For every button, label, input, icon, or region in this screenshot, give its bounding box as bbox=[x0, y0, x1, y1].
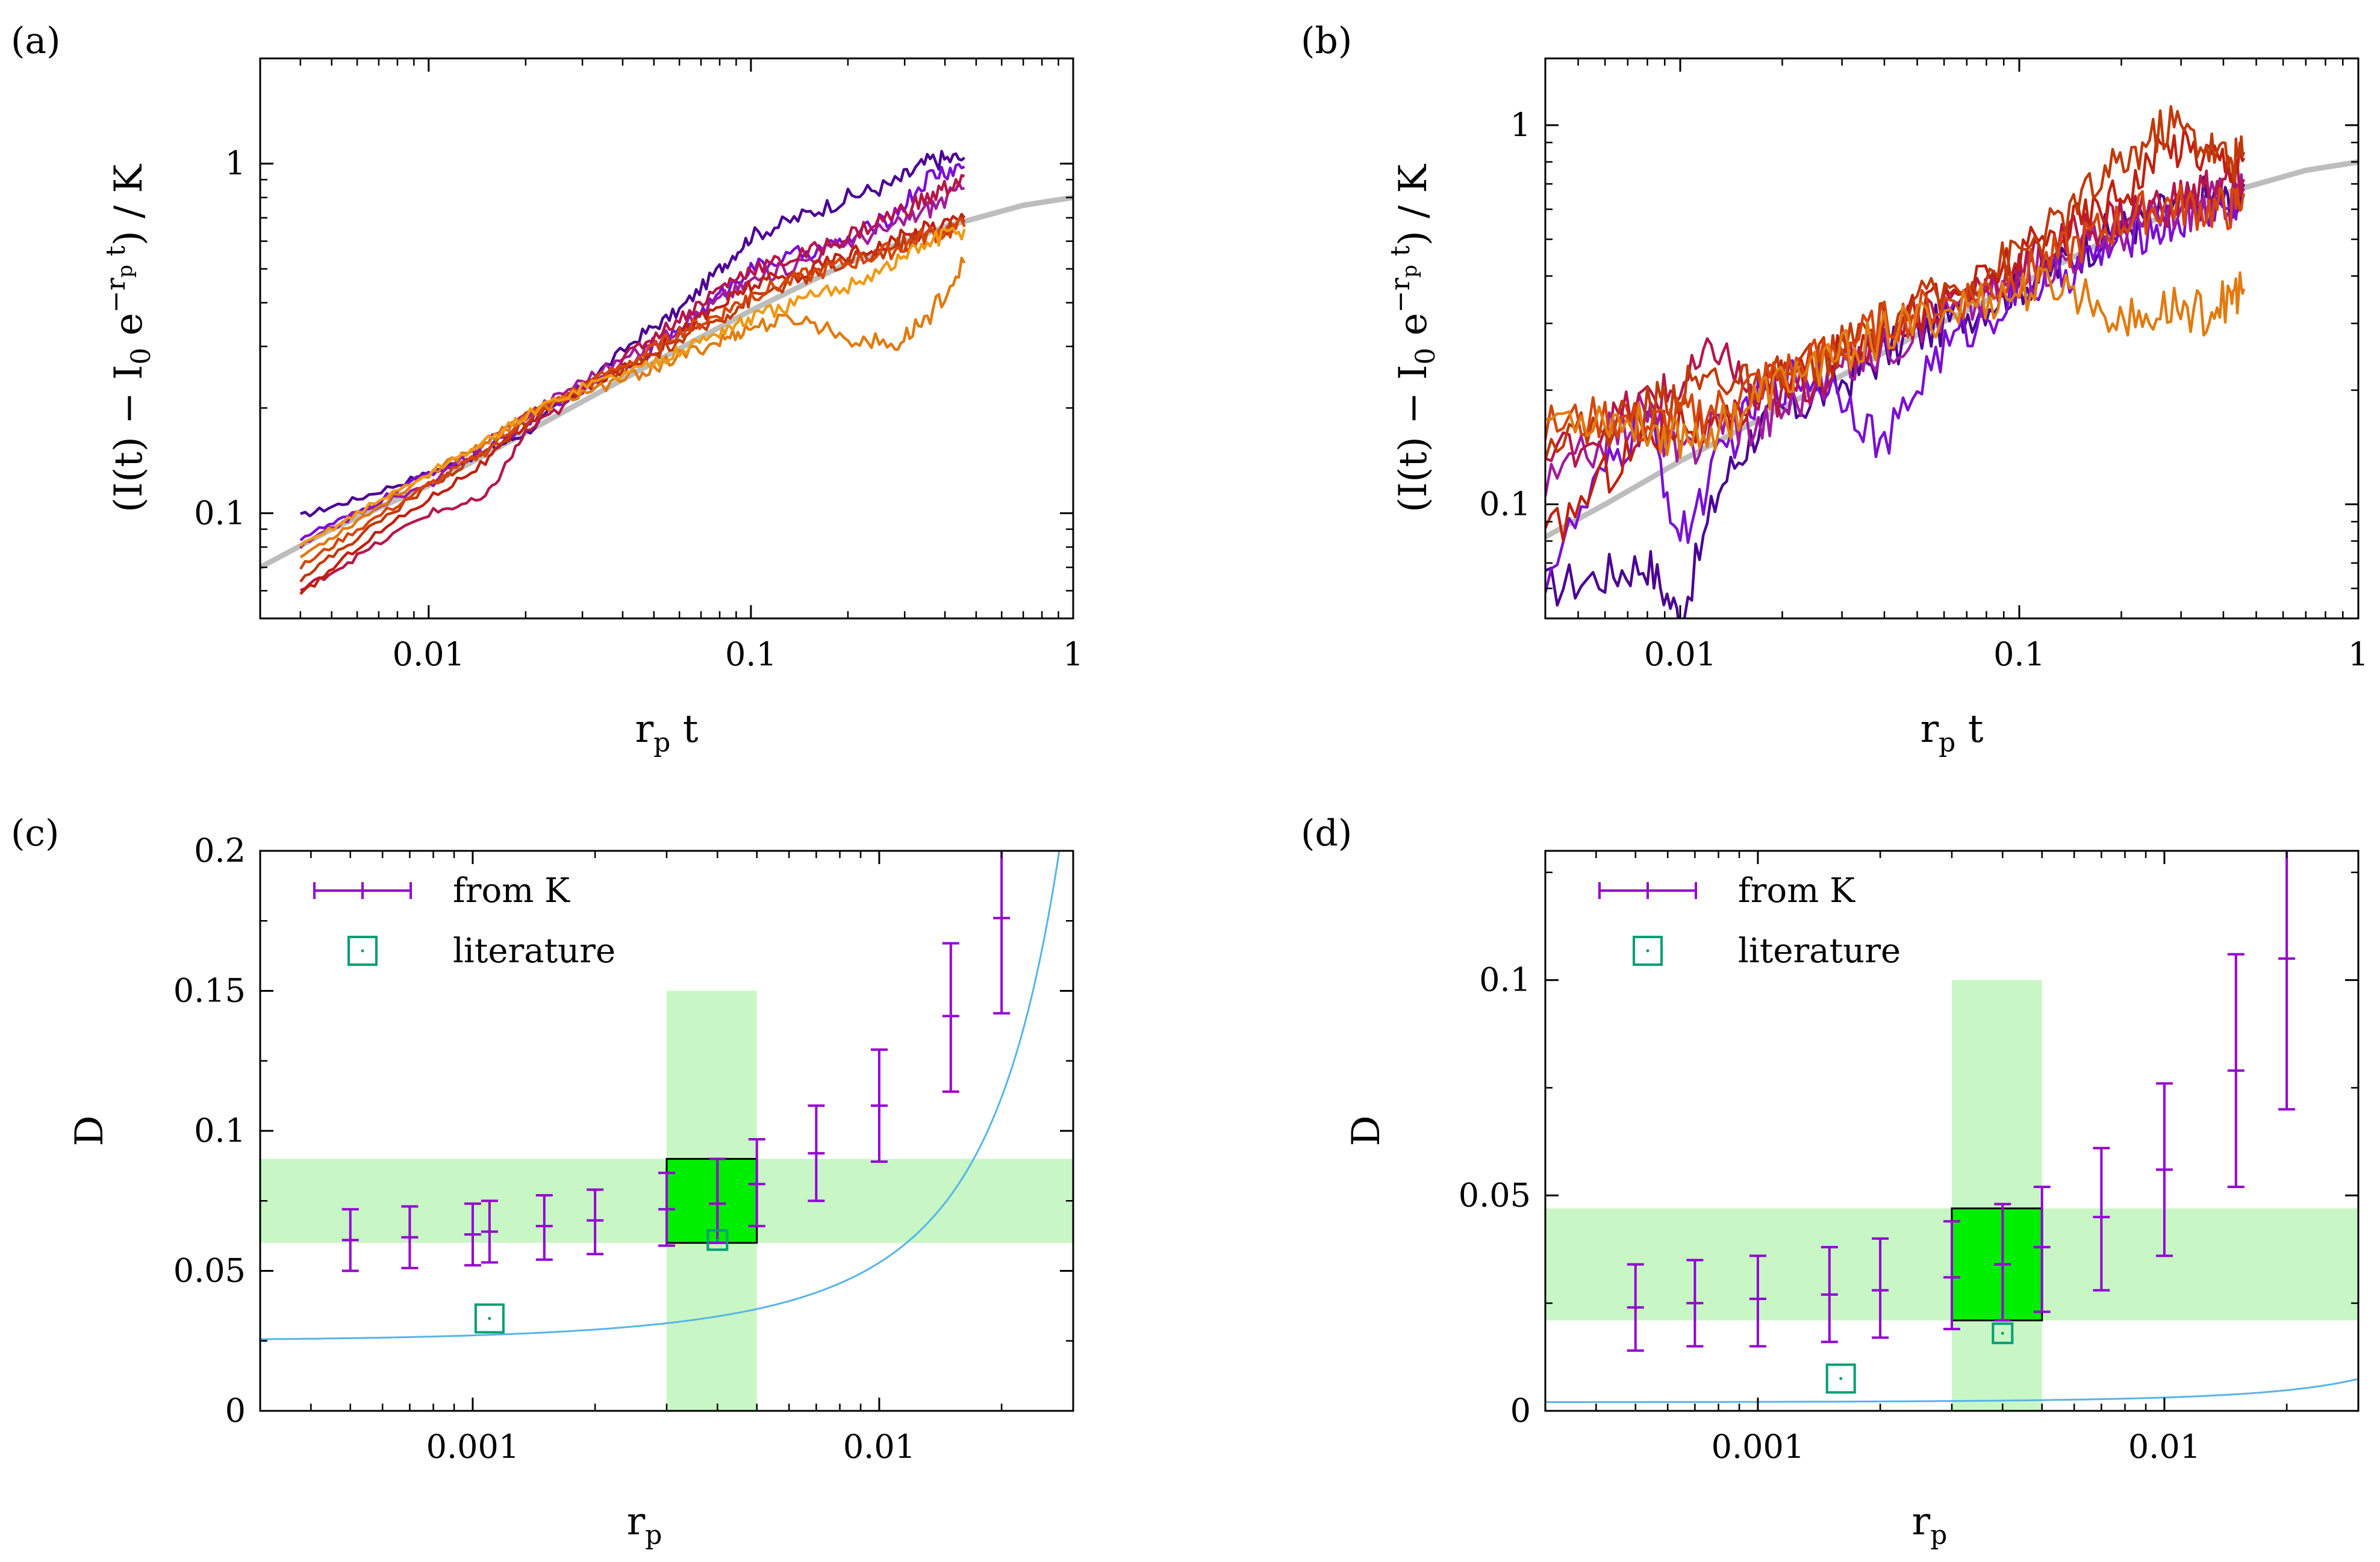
literature-point-dot bbox=[715, 1238, 719, 1242]
x-tick-label: 0.01 bbox=[393, 635, 465, 673]
panel-label-c: (c) bbox=[11, 812, 59, 854]
y-tick-label: 0.1 bbox=[1479, 485, 1531, 523]
series-line bbox=[299, 217, 966, 570]
legend-literature-square bbox=[347, 936, 378, 966]
x-tick-label: 0.1 bbox=[1993, 635, 2045, 673]
x-tick-label: 0.001 bbox=[426, 1428, 520, 1466]
xlabel-d: rp bbox=[1912, 1499, 1948, 1551]
plot-frame-a bbox=[259, 57, 1074, 620]
plot-frame-b bbox=[1544, 57, 2360, 620]
legend-literature-square bbox=[1633, 936, 1663, 966]
series-line bbox=[300, 149, 965, 518]
y-tick-label: 1 bbox=[225, 145, 246, 182]
fit-curve bbox=[260, 851, 1061, 1340]
y-tick-label: 0.2 bbox=[194, 832, 246, 870]
xlabel-b: rp t bbox=[1921, 707, 1984, 758]
y-tick-label: 0.1 bbox=[1479, 961, 1531, 999]
x-tick-label: 1 bbox=[1063, 635, 1083, 673]
x-tick-label: 0.01 bbox=[1644, 635, 1716, 673]
series-line bbox=[300, 173, 965, 592]
series-line bbox=[299, 213, 966, 596]
fit-curve bbox=[1545, 1378, 2358, 1403]
y-tick-label: 1 bbox=[1510, 106, 1531, 144]
literature-point-dot bbox=[2001, 1331, 2004, 1335]
series-line bbox=[299, 257, 966, 559]
literature-point-dot bbox=[488, 1317, 491, 1321]
legend-label: from K bbox=[453, 871, 570, 910]
panel-b: (b) 0.01 0.1 1 0.1 1 rp t (I(t) − I0 e−rp t)… bbox=[1301, 20, 2369, 758]
y-tick-label: 0.1 bbox=[194, 494, 246, 532]
legend-label: literature bbox=[1738, 932, 1901, 971]
series-line bbox=[1545, 181, 2246, 594]
legend-literature-dot bbox=[1646, 949, 1649, 953]
ylabel-a: (I(t) − I0 e−rp t) / K bbox=[101, 164, 157, 512]
series-line bbox=[299, 226, 966, 547]
x-tick-label: 0.01 bbox=[843, 1428, 915, 1466]
ylabel-d: D bbox=[1344, 1115, 1389, 1146]
literature-point bbox=[474, 1303, 505, 1334]
panel-c: (c) 0.001 0.01 0 0.05 0.1 0.15 0.2 from K liter… bbox=[11, 812, 1074, 1551]
band-vertical bbox=[1952, 980, 2042, 1411]
legend-label: from K bbox=[1738, 871, 1855, 910]
series-line bbox=[299, 216, 966, 583]
y-tick-label: 0.05 bbox=[1459, 1176, 1531, 1214]
y-tick-label: 0 bbox=[225, 1392, 246, 1430]
y-tick-label: 0.05 bbox=[173, 1252, 246, 1290]
y-tick-label: 0.15 bbox=[173, 972, 246, 1010]
ylabel-b: (I(t) − I0 e−rp t) / K bbox=[1385, 164, 1441, 512]
xlabel-a: rp t bbox=[635, 707, 699, 758]
panel-label-d: (d) bbox=[1301, 812, 1352, 854]
legend-label: literature bbox=[453, 932, 615, 971]
panel-label-a: (a) bbox=[11, 20, 61, 62]
xlabel-c: rp bbox=[627, 1499, 662, 1551]
literature-point bbox=[1992, 1322, 2014, 1345]
panel-d: (d) 0.001 0.01 0 0.05 0.1 from K literature r… bbox=[1301, 812, 2360, 1551]
x-tick-label: 1 bbox=[2348, 635, 2369, 673]
literature-point bbox=[706, 1229, 729, 1251]
panel-a: (a) 0.01 0.1 1 0.1 1 rp t (I(t) − I0 e−rp t)… bbox=[11, 20, 1083, 758]
series-line bbox=[1545, 266, 2246, 459]
series-line bbox=[1545, 105, 2246, 461]
panel-label-b: (b) bbox=[1301, 20, 1352, 62]
literature-point bbox=[1825, 1363, 1856, 1394]
x-tick-label: 0.1 bbox=[725, 635, 777, 673]
ylabel-c: D bbox=[67, 1115, 112, 1146]
literature-point-dot bbox=[1839, 1377, 1843, 1380]
x-tick-label: 0.001 bbox=[1712, 1428, 1805, 1466]
legend-literature-dot bbox=[361, 949, 364, 953]
y-tick-label: 0 bbox=[1510, 1392, 1531, 1430]
x-tick-label: 0.01 bbox=[2128, 1428, 2201, 1466]
y-tick-label: 0.1 bbox=[194, 1112, 246, 1150]
reference-curve bbox=[1545, 159, 2358, 540]
